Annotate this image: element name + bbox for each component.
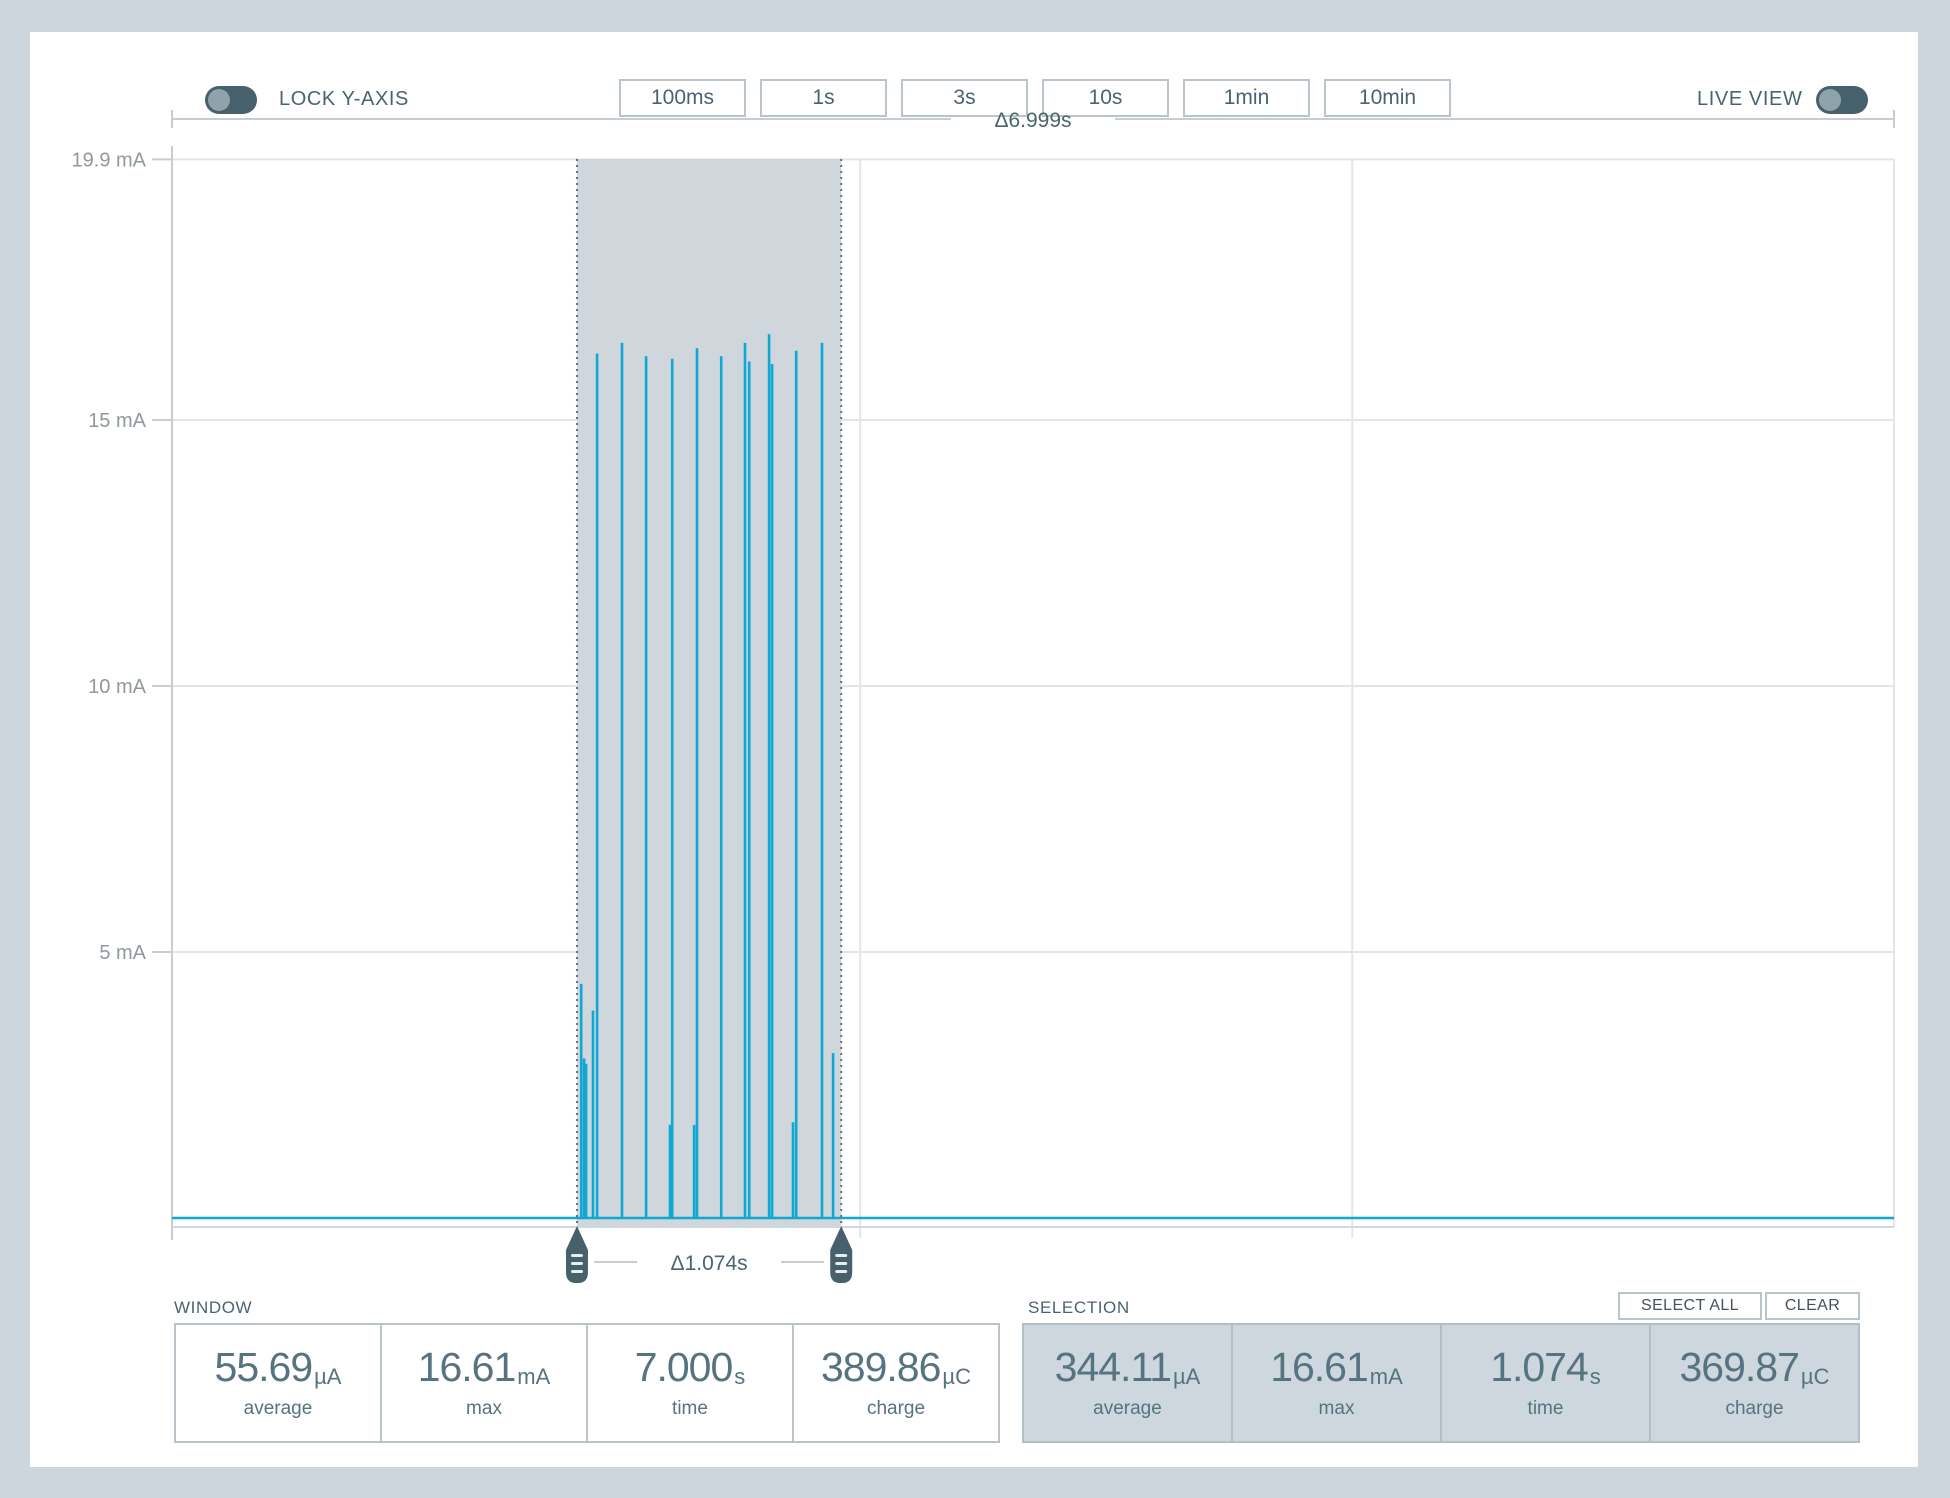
window-average-unit: µA <box>314 1363 342 1389</box>
window-average-label: average <box>243 1397 313 1419</box>
selection-handles[interactable]: Δ1.074s <box>565 1226 853 1283</box>
toggle-knob-icon <box>1819 88 1842 111</box>
selection-average-value: 344.11 <box>1054 1343 1172 1390</box>
selection-charge-value: 369.87 <box>1679 1343 1800 1390</box>
selection-region[interactable] <box>576 159 842 1227</box>
selection-time-value: 1.074 <box>1490 1343 1589 1390</box>
select-all-button[interactable]: SELECT ALL <box>1618 1292 1762 1320</box>
window-section-label: WINDOW <box>174 1298 253 1317</box>
window-stat-average: 55.69µA average <box>176 1325 380 1441</box>
clear-button[interactable]: CLEAR <box>1765 1292 1860 1320</box>
selection-stat-charge: 369.87µC charge <box>1649 1325 1858 1441</box>
window-button-1min[interactable]: 1min <box>1183 79 1310 117</box>
selection-stat-max: 16.61mA max <box>1231 1325 1440 1441</box>
selection-edges[interactable] <box>575 159 843 1227</box>
current-chart[interactable]: Δ6.999s Δ1.074s 19.9 mA 15 mA 10 mA 5 mA <box>0 0 1950 1310</box>
window-button-100ms[interactable]: 100ms <box>619 79 746 117</box>
selection-average-unit: µA <box>1173 1363 1201 1389</box>
window-stat-time: 7.000s time <box>586 1325 792 1441</box>
handle-grip-icon <box>570 1254 583 1257</box>
y-axis-label: 10 mA <box>88 676 146 698</box>
selection-stat-time: 1.074s time <box>1440 1325 1649 1441</box>
live-view-switch[interactable] <box>1816 85 1869 114</box>
window-button-3s[interactable]: 3s <box>901 79 1028 117</box>
window-average-value: 55.69 <box>214 1343 314 1390</box>
selection-delta-label: Δ1.074s <box>671 1252 748 1275</box>
selection-overlay[interactable] <box>576 159 842 1227</box>
selection-stats-box: 344.11µA average 16.61mA max 1.074s time… <box>1022 1323 1860 1443</box>
handle-grip-icon <box>835 1254 848 1257</box>
window-stat-max: 16.61mA max <box>380 1325 586 1441</box>
window-button-10min[interactable]: 10min <box>1324 79 1451 117</box>
lock-y-axis-toggle[interactable]: LOCK Y-AXIS <box>205 85 409 114</box>
window-charge-value: 389.86 <box>821 1343 941 1390</box>
window-button-1s[interactable]: 1s <box>760 79 887 117</box>
handle-grip-icon <box>835 1270 848 1273</box>
window-max-value: 16.61 <box>417 1343 517 1390</box>
handle-grip-icon <box>570 1262 583 1265</box>
window-charge-label: charge <box>866 1397 926 1419</box>
current-trace-path <box>172 334 1894 1220</box>
y-axis-label: 19.9 mA <box>72 149 147 171</box>
selection-actions: SELECT ALL CLEAR <box>1618 1292 1860 1320</box>
y-axis-label: 5 mA <box>99 942 146 964</box>
selection-max-unit: mA <box>1369 1363 1403 1389</box>
time-window-button-group: 100ms 1s 3s 10s 1min 10min <box>619 79 1451 117</box>
selection-charge-unit: µC <box>1800 1363 1830 1389</box>
selection-time-label: time <box>1527 1397 1564 1419</box>
window-stat-charge: 389.86µC charge <box>792 1325 998 1441</box>
selection-max-label: max <box>1318 1397 1355 1419</box>
toggle-knob-icon <box>208 88 230 111</box>
lock-y-axis-switch[interactable] <box>205 85 257 114</box>
window-max-unit: mA <box>517 1363 551 1389</box>
lock-y-axis-label: LOCK Y-AXIS <box>279 88 409 110</box>
selection-time-unit: s <box>1589 1363 1601 1389</box>
live-view-toggle[interactable]: LIVE VIEW <box>1697 85 1869 114</box>
selection-charge-label: charge <box>1725 1397 1784 1419</box>
window-charge-unit: µC <box>942 1363 971 1389</box>
window-button-10s[interactable]: 10s <box>1042 79 1169 117</box>
window-time-unit: s <box>734 1363 746 1389</box>
window-delta-label: Δ6.999s <box>994 109 1071 132</box>
selection-section-label: SELECTION <box>1028 1298 1130 1317</box>
selection-stat-average: 344.11µA average <box>1024 1325 1231 1441</box>
window-delta-bracket: Δ6.999s <box>171 109 1895 132</box>
selection-average-label: average <box>1093 1397 1162 1419</box>
window-stats-box: 55.69µA average 16.61mA max 7.000s time … <box>174 1323 1000 1443</box>
window-time-value: 7.000 <box>634 1343 734 1390</box>
live-view-label: LIVE VIEW <box>1697 88 1803 110</box>
handle-grip-icon <box>570 1270 583 1273</box>
handle-grip-icon <box>835 1262 848 1265</box>
chart-gridlines <box>152 146 1895 1240</box>
y-axis-labels: 19.9 mA 15 mA 10 mA 5 mA <box>72 149 147 964</box>
window-time-label: time <box>672 1397 708 1419</box>
window-max-label: max <box>466 1397 502 1419</box>
y-axis-label: 15 mA <box>88 410 146 432</box>
current-trace <box>172 334 1894 1220</box>
selection-max-value: 16.61 <box>1270 1343 1369 1390</box>
